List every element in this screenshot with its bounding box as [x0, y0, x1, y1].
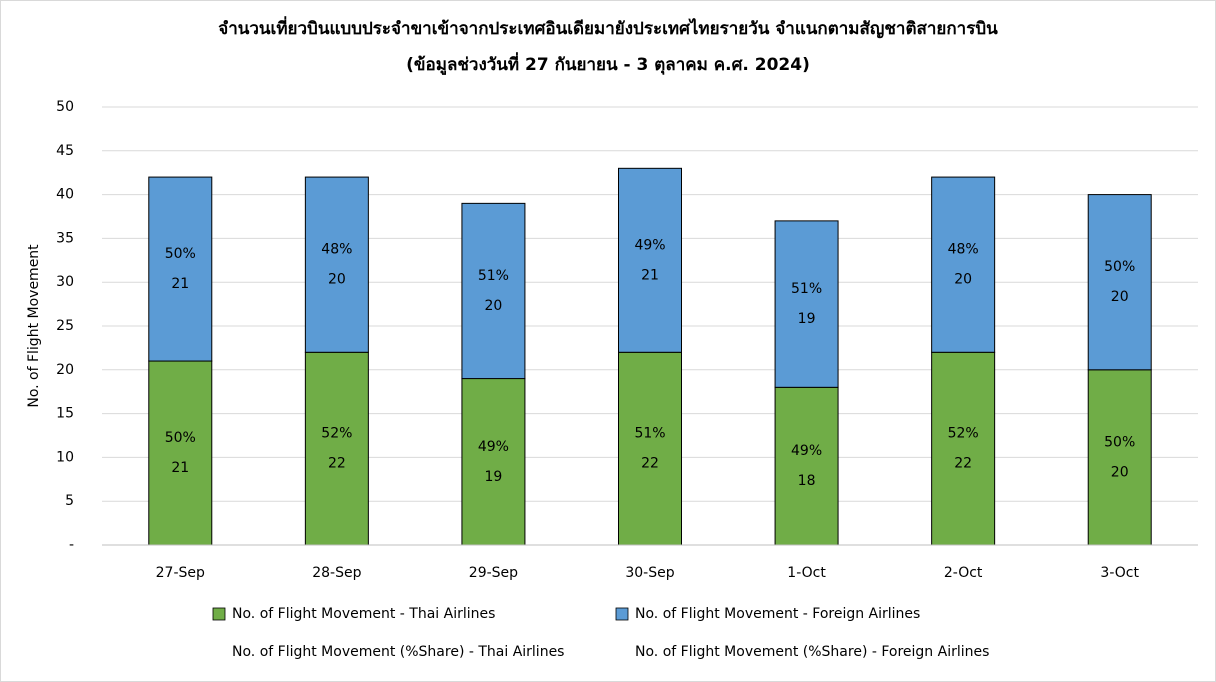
share-label: 51%	[791, 281, 822, 297]
bar-segment	[1087, 369, 1152, 546]
x-tick-label: 30-Sep	[625, 565, 674, 581]
bar-segment	[1087, 194, 1152, 371]
x-tick-label: 28-Sep	[312, 565, 361, 581]
share-label: 50%	[165, 246, 196, 262]
bar-segment	[461, 202, 526, 380]
data-label: 22	[954, 456, 972, 472]
chart-subtitle: (ข้อมูลช่วงวันที่ 27 กันยายน - 3 ตุลาคม …	[406, 52, 810, 76]
bar-segment	[304, 351, 369, 546]
y-tick-label: 30	[56, 274, 74, 290]
data-label: 20	[1111, 464, 1129, 480]
x-tick-label: 1-Oct	[787, 565, 826, 581]
legend-label: No. of Flight Movement - Foreign Airline…	[635, 606, 920, 622]
x-tick-label: 2-Oct	[944, 565, 983, 581]
share-label: 52%	[321, 426, 352, 442]
data-label: 20	[954, 272, 972, 288]
share-label: 52%	[948, 426, 979, 442]
share-label: 50%	[1104, 259, 1135, 275]
x-tick-label: 27-Sep	[156, 565, 205, 581]
legend-swatch	[615, 607, 629, 621]
data-label: 19	[485, 469, 503, 485]
legend-swatch	[212, 607, 226, 621]
data-label: 20	[1111, 289, 1129, 305]
y-tick-label: 20	[56, 362, 74, 378]
bar-segment	[931, 351, 996, 546]
data-label: 22	[641, 456, 659, 472]
y-tick-label: 15	[56, 406, 74, 422]
bar-segment	[148, 360, 213, 546]
y-tick-label: 10	[56, 449, 74, 465]
x-tick-label: 29-Sep	[469, 565, 518, 581]
bar-segment	[774, 220, 839, 388]
data-label: 21	[171, 460, 189, 476]
bar-segment	[931, 176, 996, 353]
y-tick-label: -	[69, 537, 74, 553]
data-label: 20	[485, 298, 503, 314]
y-tick-label: 25	[56, 318, 74, 334]
data-label: 22	[328, 456, 346, 472]
legend-label: No. of Flight Movement (%Share) - Foreig…	[635, 644, 989, 660]
data-label: 21	[171, 276, 189, 292]
y-tick-label: 5	[65, 493, 74, 509]
share-label: 51%	[478, 268, 509, 284]
share-label: 50%	[1104, 434, 1135, 450]
data-label: 21	[641, 267, 659, 283]
share-label: 50%	[165, 430, 196, 446]
y-tick-label: 35	[56, 230, 74, 246]
share-label: 48%	[948, 242, 979, 258]
y-axis-label: No. of Flight Movement	[26, 244, 42, 408]
bar-segment	[148, 176, 213, 362]
share-label: 49%	[634, 237, 665, 253]
bar-segment	[774, 386, 839, 546]
share-label: 51%	[634, 426, 665, 442]
legend-label: No. of Flight Movement - Thai Airlines	[232, 606, 495, 622]
bar-segment	[618, 351, 682, 546]
data-label: 20	[328, 272, 346, 288]
data-label: 18	[798, 473, 816, 489]
share-label: 49%	[478, 439, 509, 455]
bar-segment	[304, 176, 369, 353]
share-label: 48%	[321, 242, 352, 258]
y-tick-label: 45	[56, 143, 74, 159]
y-tick-label: 50	[56, 99, 74, 115]
x-tick-label: 3-Oct	[1100, 565, 1139, 581]
y-tick-label: 40	[56, 187, 74, 203]
data-label: 19	[798, 311, 816, 327]
legend-label: No. of Flight Movement (%Share) - Thai A…	[232, 644, 564, 660]
share-label: 49%	[791, 443, 822, 459]
bar-segment	[618, 167, 682, 353]
bar-segment	[461, 378, 526, 546]
chart-title: จำนวนเที่ยวบินแบบประจำขาเข้าจากประเทศอิน…	[218, 16, 998, 39]
